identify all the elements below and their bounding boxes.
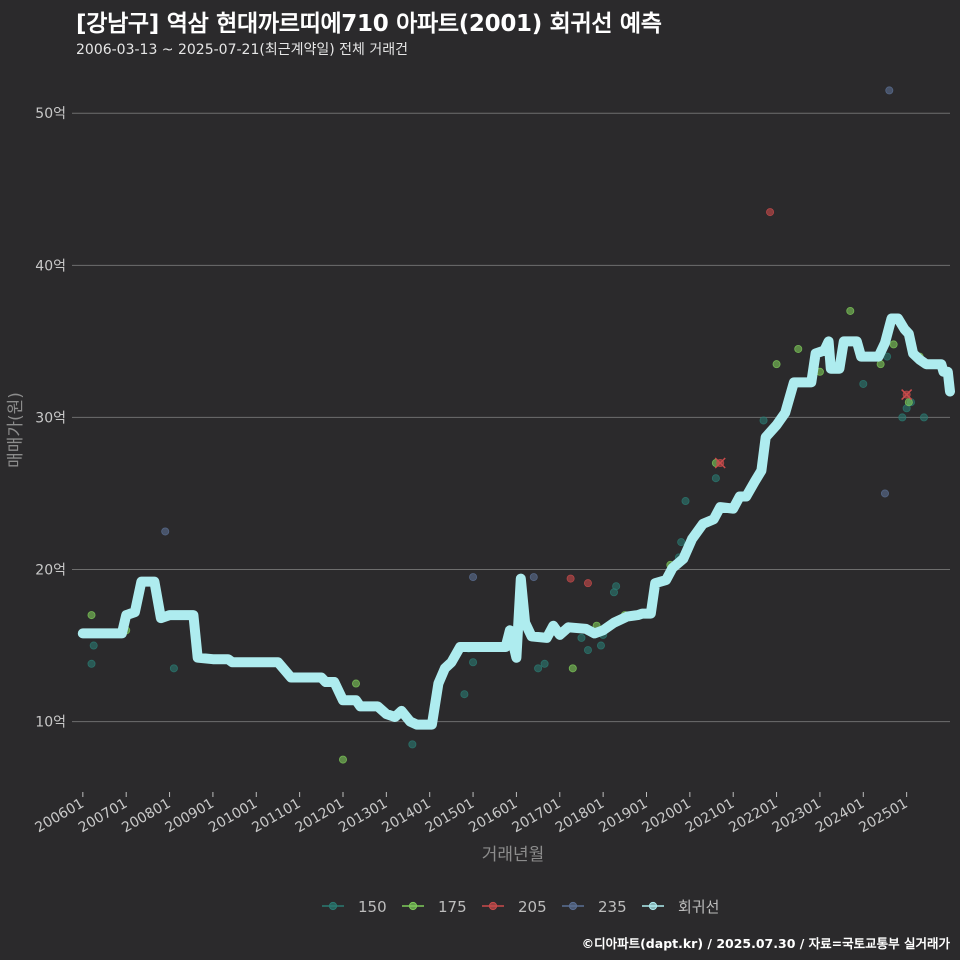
x-tick-label: 202101: [683, 796, 737, 837]
legend-label: 235: [598, 898, 627, 916]
x-tick-label: 200601: [33, 796, 87, 837]
legend-key-dot: [488, 901, 498, 911]
regression-layer: [77, 313, 955, 730]
data-point-175: [87, 611, 96, 620]
data-point-175: [846, 306, 855, 315]
data-point-150: [469, 658, 478, 667]
data-point-205: [766, 208, 775, 217]
x-tick-label: 202201: [726, 796, 780, 837]
chart-title: [강남구] 역삼 현대까르띠에710 아파트(2001) 회귀선 예측: [76, 11, 662, 37]
data-point-150: [540, 659, 549, 668]
y-tick-label: 40억: [35, 258, 66, 274]
data-point-150: [759, 416, 768, 425]
x-tick-label: 200801: [119, 796, 173, 837]
legend-label: 회귀선: [678, 898, 719, 916]
x-tick-label: 202501: [856, 796, 910, 837]
data-point-175: [904, 398, 913, 407]
data-point-150: [89, 641, 98, 650]
x-tick-label: 201401: [379, 796, 433, 837]
data-point-175: [794, 344, 803, 353]
data-point-205: [566, 574, 575, 583]
data-point-175: [338, 755, 347, 764]
data-point-235: [885, 86, 894, 95]
latest-deal-marker: [901, 389, 913, 401]
grid-layer: [72, 112, 950, 723]
data-point-150: [596, 641, 605, 650]
x-ticks: 2006012007012008012009012010012011012012…: [33, 792, 911, 836]
y-tick-label: 30억: [35, 410, 66, 426]
data-point-150: [534, 664, 543, 673]
x-tick-label: 201801: [553, 796, 607, 837]
x-tick-label: 202301: [770, 796, 824, 837]
data-point-205: [583, 579, 592, 588]
y-tick-label: 20억: [35, 562, 66, 578]
y-tick-label: 50억: [35, 106, 66, 122]
data-point-175: [772, 360, 781, 369]
data-point-150: [681, 497, 690, 506]
x-tick-label: 201601: [466, 796, 520, 837]
data-point-235: [880, 489, 889, 498]
data-point-175: [889, 340, 898, 349]
legend-label: 175: [438, 898, 467, 916]
x-tick-label: 201701: [509, 796, 563, 837]
latest-deal-marker: [714, 457, 726, 469]
x-tick-label: 200701: [76, 796, 130, 837]
data-point-150: [898, 413, 907, 422]
legend-key-dot: [408, 901, 418, 911]
x-tick-label: 201301: [336, 796, 390, 837]
legend-key-dot: [568, 901, 578, 911]
marker-layer: [714, 389, 913, 469]
y-tick-labels: 10억 20억 30억 40억 50억: [35, 106, 66, 730]
data-point-150: [169, 664, 178, 673]
data-point-175: [351, 679, 360, 688]
data-point-150: [612, 582, 621, 591]
data-point-150: [577, 633, 586, 642]
x-tick-label: 201901: [596, 796, 650, 837]
data-point-150: [859, 379, 868, 388]
x-tick-label: 201501: [423, 796, 477, 837]
legend-key-dot: [328, 901, 338, 911]
regression-line: [77, 313, 955, 730]
data-point-150: [677, 538, 686, 547]
data-point-150: [919, 413, 928, 422]
source-caption: ©디아파트(dapt.kr) / 2025.07.30 / 자료=국토교통부 실…: [581, 936, 950, 951]
data-point-150: [583, 646, 592, 655]
data-point-235: [161, 527, 170, 536]
data-point-175: [876, 360, 885, 369]
legend-label: 205: [518, 898, 547, 916]
data-point-150: [87, 659, 96, 668]
data-point-235: [529, 573, 538, 582]
y-axis-title: 매매가(원): [6, 392, 26, 468]
y-tick-label: 10억: [35, 715, 66, 731]
x-tick-label: 200901: [163, 796, 217, 837]
x-axis-title: 거래년월: [482, 845, 545, 865]
x-tick-label: 202401: [813, 796, 867, 837]
x-tick-label: 202001: [640, 796, 694, 837]
data-point-150: [711, 474, 720, 483]
legend: 150 175 205 235 회귀선: [322, 898, 719, 916]
data-point-175: [568, 664, 577, 673]
legend-label: 150: [358, 898, 387, 916]
data-point-150: [460, 690, 469, 699]
legend-key-dot: [648, 901, 658, 911]
data-point-235: [469, 573, 478, 582]
x-tick-label: 201001: [206, 796, 260, 837]
x-tick-label: 201201: [293, 796, 347, 837]
data-point-150: [408, 740, 417, 749]
chart-subtitle: 2006-03-13 ~ 2025-07-21(최근계약일) 전체 거래건: [76, 42, 408, 58]
x-tick-label: 201101: [249, 796, 303, 837]
